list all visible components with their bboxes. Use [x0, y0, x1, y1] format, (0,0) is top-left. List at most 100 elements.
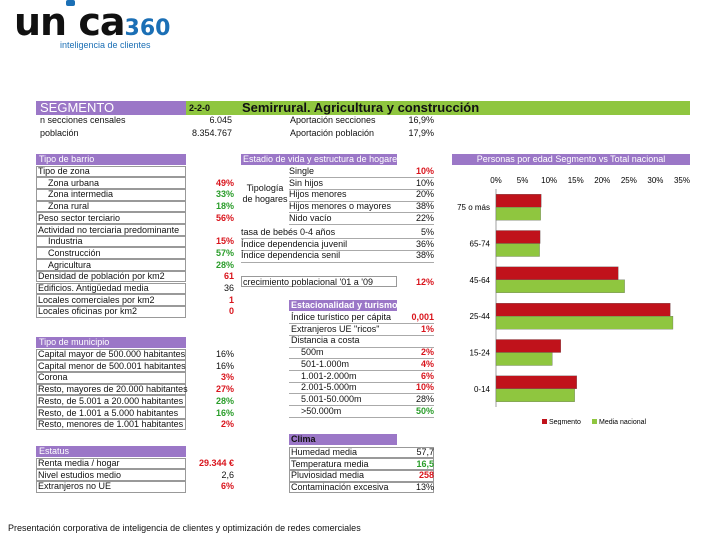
barrio-row	[36, 165, 186, 178]
barrio-row	[36, 259, 186, 271]
x-tick-label: 30%	[647, 176, 663, 185]
category-label: 15-24	[470, 349, 491, 358]
hogares-extra-line	[241, 261, 434, 263]
turismo-row-label: Extranjeros UE "ricos"	[291, 323, 380, 334]
category-label: 45-64	[470, 276, 491, 285]
barrio-row-label: Peso sector terciario	[38, 212, 121, 223]
barrio-title: Tipo de barrio	[39, 154, 95, 164]
turismo-row-line	[289, 405, 434, 407]
growth-label: crecimiento poblacional '01 a '09	[243, 277, 374, 287]
x-tick-label: 20%	[594, 176, 610, 185]
hogares-row-label: Nido vacío	[289, 212, 332, 223]
turismo-row-label: 5.001-50.000m	[301, 393, 362, 404]
hogares-group-label: Tipología de hogares	[242, 183, 288, 204]
segment-bar	[495, 375, 577, 389]
clima-row-value: 16,5	[416, 458, 434, 469]
category-label: 65-74	[470, 240, 491, 249]
hogares-extra-label: tasa de bebés 0-4 años	[241, 227, 336, 237]
hogares-row-label: Single	[289, 166, 315, 176]
summary-label: Aportación secciones	[290, 115, 376, 125]
municipio-row-label: Capital menor de 500.001 habitantes	[38, 360, 186, 371]
turismo-row-label: 500m	[301, 347, 324, 358]
hogares-row-value: 38%	[415, 201, 434, 212]
barrio-row-label: Zona rural	[48, 201, 90, 212]
hogares-row-label: Sin hijos	[289, 177, 324, 188]
estatus-row-label: Nivel estudios medio	[38, 469, 122, 480]
municipio-row-label: Resto, menores de 1.001 habitantes	[38, 419, 184, 430]
barrio-row-label: Locales comerciales por km2	[38, 294, 155, 305]
municipio-row	[36, 407, 186, 419]
municipio-row-label: Resto, de 5.001 a 20.000 habitantes	[38, 395, 184, 406]
national-bar	[495, 207, 541, 221]
clima-row-value: 13%	[415, 482, 434, 493]
municipio-row	[36, 395, 186, 407]
barrio-row	[36, 224, 186, 236]
estatus-row-label: Extranjeros no UE	[38, 481, 112, 492]
barrio-row	[36, 200, 186, 213]
hogares-extra-line	[241, 249, 434, 251]
clima-header-band	[289, 434, 397, 445]
legend-label-national: Media nacional	[599, 419, 647, 425]
clima-row-value: 258	[418, 470, 434, 481]
clima-row	[289, 446, 434, 459]
municipio-row-value: 16%	[215, 407, 234, 418]
barrio-row-value: 15%	[215, 236, 234, 247]
barrio-row	[36, 177, 186, 189]
hogares-row-line	[289, 212, 434, 214]
barrio-row-value: 28%	[215, 259, 234, 270]
turismo-header-band	[289, 300, 397, 311]
title-header-band	[186, 101, 690, 115]
segment-label: SEGMENTO	[40, 100, 115, 115]
municipio-title: Tipo de municipio	[39, 337, 110, 347]
municipio-row	[36, 418, 186, 431]
estatus-title: Estatus	[39, 446, 70, 456]
municipio-row-label: Resto, de 1.001 a 5.000 habitantes	[38, 407, 179, 418]
x-tick-label: 25%	[621, 176, 637, 185]
hogares-row-value: 10%	[415, 177, 434, 188]
barrio-row-label: Zona intermedia	[48, 189, 114, 200]
municipio-row-value: 28%	[215, 395, 234, 406]
barrio-row-value: 36	[223, 283, 234, 293]
barrio-row-label: Edificios. Antigüedad media	[38, 283, 149, 293]
municipio-row	[36, 348, 186, 361]
x-tick-label: 5%	[517, 176, 529, 185]
barrio-row-label: Zona urbana	[48, 177, 100, 188]
legend-swatch-national	[592, 419, 597, 424]
turismo-row-label: 2.001-5.000m	[301, 382, 357, 393]
turismo-row-value: 10%	[415, 382, 434, 393]
turismo-row-label: Índice turístico per cápita	[291, 312, 392, 322]
hogares-row-value: 22%	[415, 212, 434, 223]
turismo-row-line	[289, 346, 434, 348]
barrio-row-label: Tipo de zona	[38, 166, 90, 176]
hogares-row-line	[289, 188, 434, 190]
clima-row-label: Temperatura media	[291, 458, 369, 469]
barrio-row	[36, 282, 186, 295]
barrio-row-value: 18%	[215, 201, 234, 212]
segment-bar	[495, 230, 541, 244]
barrio-row	[36, 294, 186, 306]
national-bar	[495, 388, 575, 402]
clima-row	[289, 458, 434, 470]
hogares-title: Estadio de vida y estructura de hogares	[243, 154, 402, 164]
turismo-row-label: Distancia a costa	[291, 335, 360, 346]
x-tick-label: 10%	[541, 176, 557, 185]
municipio-row-value: 16%	[215, 349, 234, 359]
clima-row-label: Humedad media	[291, 447, 358, 457]
summary-value: 17,9%	[408, 128, 434, 138]
hogares-row-line	[289, 177, 434, 179]
chart-header-band	[452, 154, 690, 165]
national-bar	[495, 352, 553, 366]
turismo-row-label: 1.001-2.000m	[301, 370, 357, 381]
municipio-row-label: Corona	[38, 372, 68, 383]
barrio-row-value: 56%	[215, 212, 234, 223]
age-chart: 0% 5% 10% 15% 20% 25% 30% 35% 75 o más 65-74 45-64…	[457, 176, 690, 425]
estatus-row	[36, 480, 186, 493]
segment-code: 2-2-0	[189, 103, 211, 113]
estatus-row-value: 6%	[220, 481, 234, 492]
clima-row	[289, 469, 434, 482]
estatus-row-value: 29.344 €	[198, 458, 234, 468]
municipio-row-label: Capital mayor de 500.000 habitantes	[38, 349, 186, 359]
barrio-row	[36, 270, 186, 283]
barrio-row-label: Actividad no terciaria predominante	[38, 224, 180, 235]
clima-row-label: Contaminación excesiva	[291, 482, 389, 493]
